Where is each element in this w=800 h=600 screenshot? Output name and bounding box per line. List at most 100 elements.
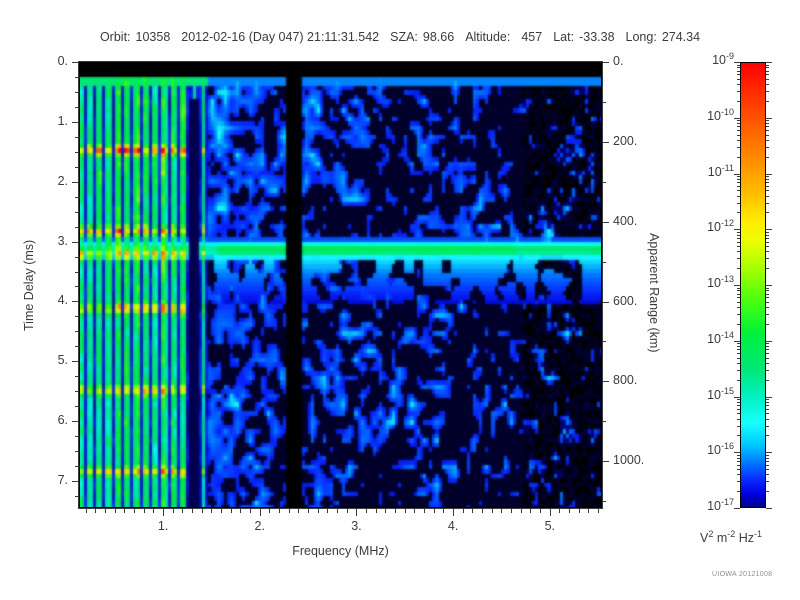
colorbar-tick-minor-r [766,126,769,128]
sza-value: 98.66 [422,30,455,44]
colorbar-tick-major-r [766,452,772,454]
xtick-minor [211,509,213,513]
ytick-major-2 [72,181,79,183]
colorbar-tick-minor-r [766,314,769,316]
colorbar-tick-minor-r [766,139,769,141]
unit-hz-exp: -1 [754,528,763,539]
colorbar-tick-minor [737,323,740,325]
ytick-minor [75,331,79,333]
colorbar-tick-major-r [766,117,772,119]
colorbar-tick-minor [737,346,740,348]
y2tick-label-4: 800. [613,373,638,388]
colorbar-tick-minor [737,435,740,437]
colorbar-tick-minor [737,413,740,415]
y2tick-label-3: 600. [613,293,638,308]
colorbar-tick-minor [737,425,740,427]
colorbar-tick-minor [737,241,740,243]
xtick-minor [588,509,590,513]
colorbar-tick-minor [737,408,740,410]
colorbar-tick-minor-r [766,474,769,476]
colorbar-tick-minor-r [766,237,769,239]
ytick-minor [75,451,79,453]
xtick-minor [114,509,116,513]
colorbar-tick-minor [737,234,740,236]
ytick-major-3 [72,241,79,243]
ytick-minor [75,376,79,378]
xtick-minor [124,509,126,513]
colorbar-tick-minor [737,379,740,381]
colorbar-tick-minor-r [766,297,769,299]
colorbar-tick-major [734,508,740,509]
colorbar-tick-minor-r [766,379,769,381]
colorbar-tick-minor [737,454,740,456]
xtick-minor [95,509,97,513]
colorbar-tick-minor [737,123,740,125]
colorbar-tick-minor [737,246,740,248]
colorbar-tick-minor-r [766,182,769,184]
colorbar-tick-minor-r [766,454,769,456]
colorbar-gradient [741,63,765,507]
xtick-minor [366,509,368,513]
ytick-minor [75,151,79,153]
colorbar-tick-minor [737,464,740,466]
colorbar-tick-minor [737,212,740,214]
colorbar-tick-minor-r [766,195,769,197]
colorbar-tick-minor [737,156,740,158]
colorbar-tick-minor-r [766,301,769,303]
ytick-major-0 [72,62,79,63]
xtick-minor [105,509,107,513]
xtick-minor [337,509,339,513]
xtick-minor [298,509,300,513]
ytick-minor [75,196,79,198]
colorbar-tick-minor [737,401,740,403]
colorbar-tick-minor [737,481,740,483]
y2tick-label-2: 400. [613,213,638,228]
colorbar-tick-minor [737,126,740,128]
orbit-label: Orbit: [99,30,131,44]
colorbar-tick-minor-r [766,413,769,415]
unit-m-exp: -2 [727,528,736,539]
colorbar-tick-minor [737,78,740,80]
colorbar-tick-minor [737,362,740,364]
colorbar-tick-major [734,340,740,342]
y2tick-major-1 [602,141,609,143]
colorbar-tick-minor [737,353,740,355]
colorbar-tick-minor-r [766,408,769,410]
y2tick-minor [602,101,606,103]
colorbar-tick-minor [737,307,740,309]
colorbar-tick-minor [737,301,740,303]
colorbar-tick-minor [737,491,740,493]
unit-m: m [716,531,728,545]
colorbar-tick-minor-r [766,357,769,359]
colorbar-tick-minor-r [766,290,769,292]
y2tick-minor [602,181,606,183]
xtick-minor [85,509,87,513]
colorbar-tick-minor-r [766,176,769,178]
colorbar-tick-minor-r [766,234,769,236]
xtick-minor [482,509,484,513]
ytick-minor [75,346,79,348]
xtick-minor [288,509,290,513]
plot-frame-top [78,61,603,62]
colorbar-tick-minor-r [766,457,769,459]
ytick-minor [75,106,79,108]
orbit-value: 10358 [135,30,171,44]
ytick-major-6 [72,421,79,423]
xtick-minor [221,509,223,513]
xtick-major-4 [549,509,551,516]
colorbar-tick-minor-r [766,343,769,345]
colorbar-tick-minor-r [766,74,769,76]
ytick-major-1 [72,121,79,123]
colorbar-tick-minor-r [766,67,769,69]
colorbar-tick-minor-r [766,460,769,462]
x-axis-title: Frequency (MHz) [292,544,389,558]
colorbar-tick-major-r [766,508,772,509]
colorbar-tick-minor-r [766,469,769,471]
colorbar-tick-minor [737,178,740,180]
colorbar-tick-minor [737,343,740,345]
xtick-minor [240,509,242,513]
colorbar-tick-minor [737,399,740,401]
colorbar-tick-minor [737,130,740,132]
colorbar-tick-minor [737,146,740,148]
colorbar-tick-minor-r [766,287,769,289]
